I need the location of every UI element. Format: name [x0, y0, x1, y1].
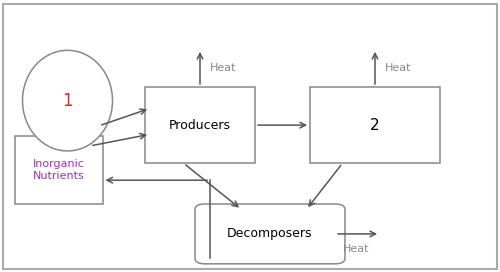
FancyBboxPatch shape: [310, 87, 440, 163]
Text: 1: 1: [62, 92, 73, 110]
Text: 2: 2: [370, 118, 380, 133]
FancyBboxPatch shape: [145, 87, 255, 163]
FancyBboxPatch shape: [15, 136, 102, 204]
Text: Heat: Heat: [210, 63, 236, 73]
Text: Heat: Heat: [385, 63, 411, 73]
Text: Heat: Heat: [342, 244, 369, 254]
FancyBboxPatch shape: [195, 204, 345, 264]
Text: Decomposers: Decomposers: [227, 227, 313, 240]
Text: Producers: Producers: [169, 119, 231, 132]
Ellipse shape: [22, 50, 112, 151]
Text: Inorganic
Nutrients: Inorganic Nutrients: [33, 159, 84, 181]
